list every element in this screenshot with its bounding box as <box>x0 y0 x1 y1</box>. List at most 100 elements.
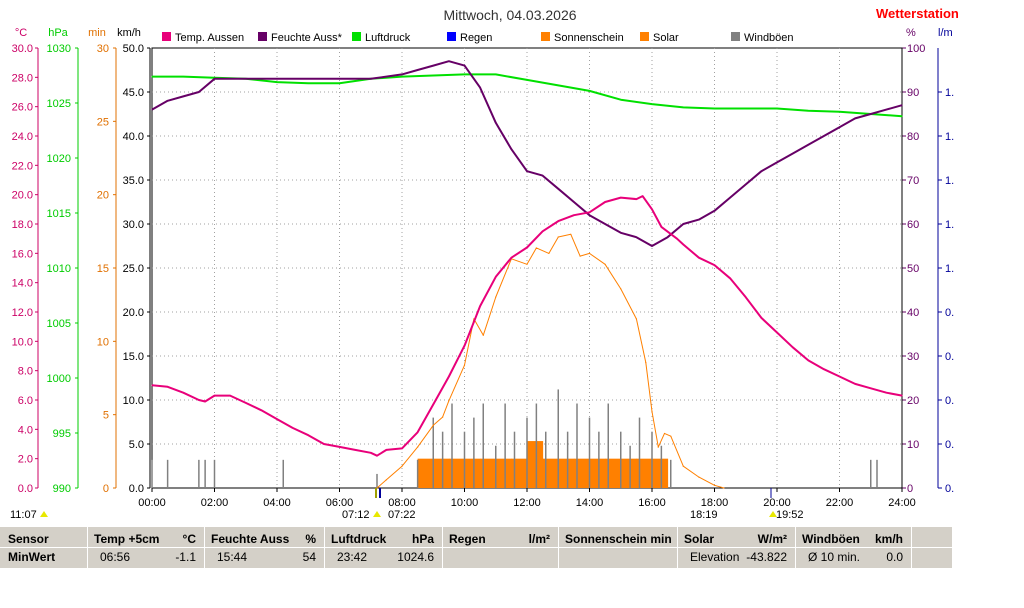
y-tick-label: 28.0 <box>12 72 33 84</box>
data-point <box>417 446 419 448</box>
sunrise-label: 07:22 <box>388 509 416 521</box>
data-point <box>401 76 403 78</box>
y-axis-unit: l/m <box>938 27 953 39</box>
data-point <box>495 122 497 124</box>
y-tick-label: 20 <box>907 395 919 407</box>
data-point <box>260 409 262 411</box>
stats-separator <box>0 547 952 548</box>
data-point <box>635 198 637 200</box>
data-point <box>548 252 550 254</box>
sunshine-bar <box>433 458 450 488</box>
data-point <box>573 201 575 203</box>
legend-swatch <box>447 32 456 41</box>
y-tick-label: 1. <box>945 87 954 99</box>
right-axes: 0 10 20 30 40 50 60 70 80 90 100 0. 0. 0. 0. 0. 1. 1. 1. 1.… <box>902 43 954 495</box>
y-tick-label: 14.0 <box>12 278 33 290</box>
data-point <box>838 126 841 128</box>
data-point <box>526 170 528 172</box>
data-point <box>760 170 762 172</box>
data-point <box>245 402 247 404</box>
data-point <box>151 384 153 386</box>
x-tick-label: 02:00 <box>201 497 229 509</box>
data-point <box>854 117 856 119</box>
y-tick-label: 10 <box>97 336 109 348</box>
y-tick-label: 80 <box>907 131 919 143</box>
stats-min-label: MinWert <box>8 550 56 564</box>
data-point <box>663 432 666 435</box>
stats-header: Sensor <box>0 527 87 547</box>
y-tick-label: 1015 <box>47 208 71 220</box>
stats-header: Windböen km/h <box>796 527 911 547</box>
y-tick-label: 12.0 <box>12 307 33 319</box>
sunshine-bar <box>542 458 559 488</box>
legend-swatch <box>640 32 649 41</box>
y-tick-label: 990 <box>53 483 71 495</box>
data-point <box>385 449 387 451</box>
stats-min-value: -1.1 <box>175 550 196 564</box>
series-solar <box>376 233 725 489</box>
data-point <box>354 449 356 451</box>
data-point <box>776 161 778 163</box>
y-tick-label: 30 <box>907 351 919 363</box>
data-point <box>535 247 537 249</box>
y-tick-label: 10.0 <box>123 395 144 407</box>
data-point <box>463 364 466 366</box>
data-point <box>713 264 716 266</box>
y-tick-label: 20 <box>97 190 109 202</box>
data-point <box>620 288 622 290</box>
sunshine-bar <box>652 458 669 488</box>
data-point <box>651 208 653 210</box>
y-tick-label: 22.0 <box>12 160 33 172</box>
series-sonnenschein <box>417 441 669 488</box>
y-tick-label: 0.0 <box>18 483 33 495</box>
stats-row: 06:56 -1.1 <box>88 549 204 564</box>
data-point <box>676 238 678 240</box>
legend-swatch <box>162 32 171 41</box>
data-point <box>432 403 434 405</box>
data-point <box>167 386 169 388</box>
data-point <box>229 78 231 80</box>
data-point <box>854 383 856 385</box>
y-tick-label: 50.0 <box>123 43 144 55</box>
data-point <box>698 219 700 221</box>
stats-min-value: 1024.6 <box>397 550 434 564</box>
legend-swatch <box>352 32 361 41</box>
y-tick-label: 10 <box>907 439 919 451</box>
y-tick-label: 5 <box>103 410 109 422</box>
y-tick-label: 100 <box>907 43 925 55</box>
data-point <box>823 135 825 137</box>
data-point <box>182 95 184 97</box>
stats-min-time: Elevation <box>690 550 740 564</box>
y-tick-label: 6.0 <box>18 395 33 407</box>
series-temp-aussen <box>151 195 903 457</box>
data-point <box>604 223 606 225</box>
data-point <box>151 109 153 111</box>
plot-area <box>151 47 903 489</box>
data-point <box>682 106 684 108</box>
sunshine-bar <box>620 458 637 488</box>
data-point <box>745 183 747 185</box>
y-tick-label: 16.0 <box>12 248 33 260</box>
data-point <box>338 82 341 84</box>
stats-header-label: Luftdruck <box>331 532 387 546</box>
y-tick-label: 24.0 <box>12 131 33 143</box>
sunshine-bar <box>448 458 465 488</box>
data-point <box>588 211 591 213</box>
data-point <box>651 245 653 247</box>
stats-min-value: 0.0 <box>886 550 903 564</box>
sunshine-bar <box>573 458 590 488</box>
data-point <box>307 78 309 80</box>
sunshine-bar <box>605 458 622 488</box>
data-point <box>401 73 403 75</box>
data-point <box>729 197 731 199</box>
data-point <box>901 115 903 117</box>
stats-min-value: -43.822 <box>746 550 787 564</box>
stats-min-time: 15:44 <box>217 550 248 564</box>
data-point <box>792 153 794 155</box>
y-tick-label: 1. <box>945 219 954 231</box>
data-point <box>870 113 872 115</box>
y-tick-label: 1. <box>945 175 954 187</box>
sunshine-bar <box>480 458 497 488</box>
y-tick-label: 30.0 <box>123 219 144 231</box>
stats-unit-label: hPa <box>411 532 434 546</box>
